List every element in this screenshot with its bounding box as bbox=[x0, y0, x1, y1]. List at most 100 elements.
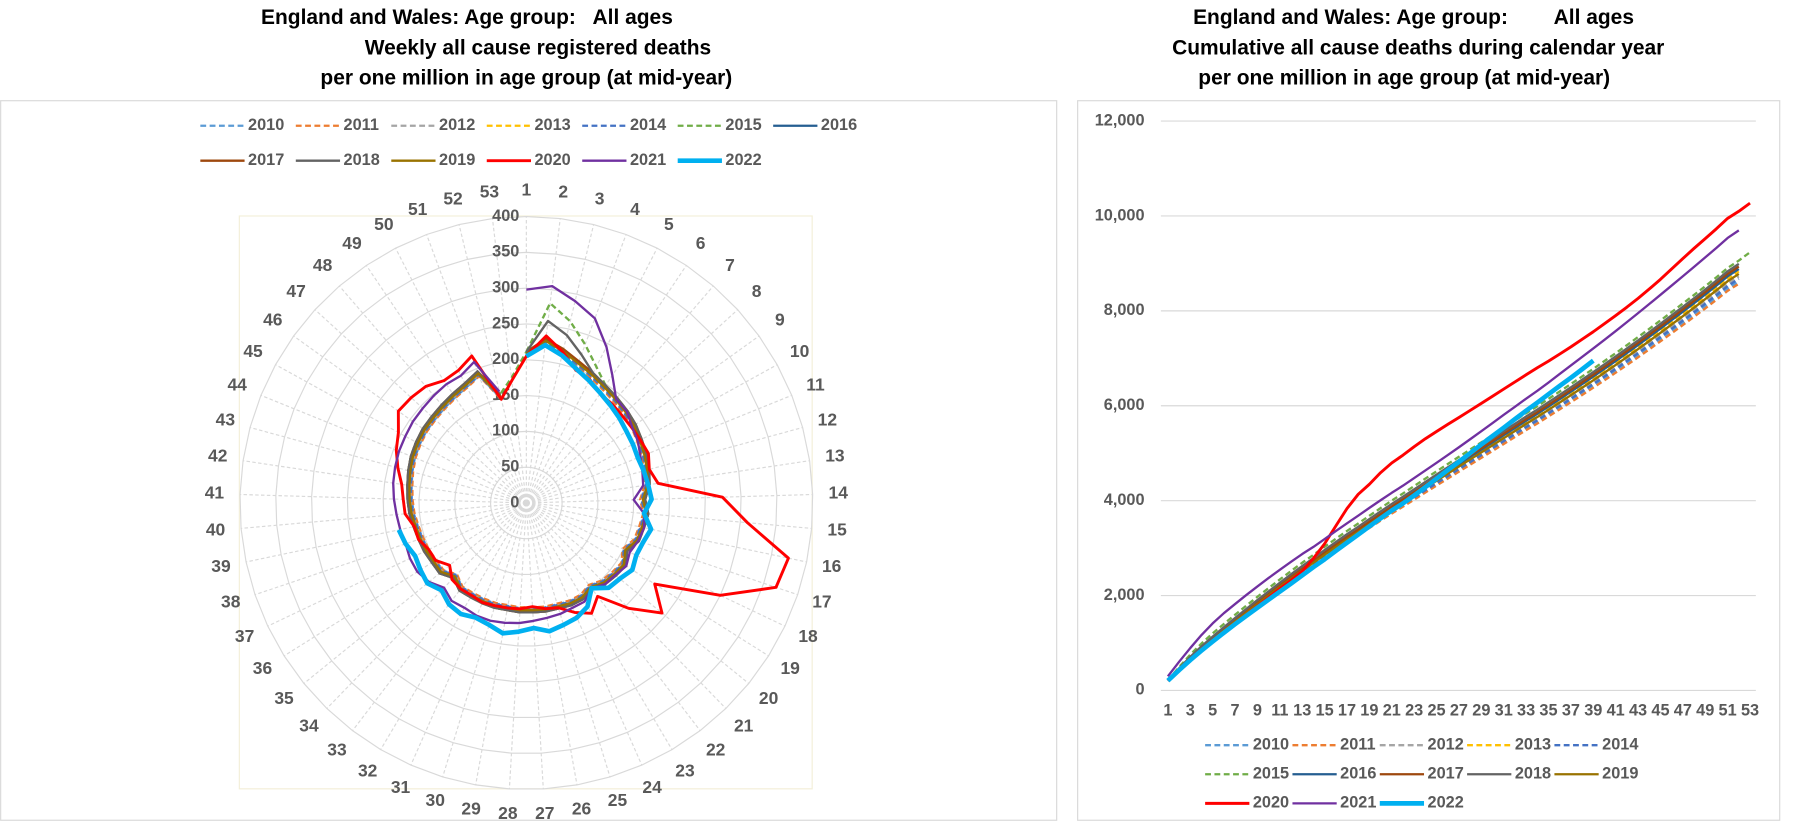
spoke bbox=[526, 502, 807, 563]
legend-label: 2014 bbox=[1602, 735, 1638, 753]
category-label: 37 bbox=[235, 626, 254, 646]
legend-label: 2015 bbox=[725, 116, 761, 134]
category-label: 15 bbox=[827, 519, 847, 539]
category-label: 51 bbox=[408, 199, 428, 219]
category-label: 49 bbox=[342, 233, 362, 253]
category-label: 10 bbox=[790, 341, 809, 361]
series-line bbox=[1166, 358, 1595, 683]
series-line bbox=[392, 284, 646, 625]
category-label: 50 bbox=[374, 214, 393, 234]
chart-title: Cumulative all cause deaths during calen… bbox=[1172, 36, 1664, 59]
category-label: 34 bbox=[299, 715, 319, 735]
r-tick-label: 400 bbox=[492, 207, 519, 225]
grid-line bbox=[489, 466, 563, 540]
x-tick-label: 49 bbox=[1696, 702, 1714, 720]
category-label: 2 bbox=[558, 182, 568, 202]
legend-label: 2013 bbox=[534, 116, 570, 134]
category-label: 52 bbox=[443, 188, 462, 208]
x-tick-label: 25 bbox=[1427, 702, 1445, 720]
r-tick-label: 250 bbox=[492, 314, 519, 332]
spoke bbox=[326, 502, 527, 709]
x-tick-label: 13 bbox=[1293, 702, 1311, 720]
legend-label: 2013 bbox=[1515, 735, 1551, 753]
series-line bbox=[394, 334, 790, 615]
x-tick-label: 41 bbox=[1607, 702, 1625, 720]
legend-label: 2018 bbox=[1515, 765, 1551, 783]
legend-label: 2022 bbox=[1428, 794, 1464, 812]
y-tick-label: 12,000 bbox=[1095, 111, 1145, 129]
category-label: 4 bbox=[630, 199, 640, 219]
grid-line bbox=[275, 251, 778, 754]
y-tick-label: 6,000 bbox=[1104, 396, 1145, 414]
y-tick-label: 0 bbox=[1136, 681, 1145, 699]
y-tick-label: 4,000 bbox=[1104, 491, 1145, 509]
legend-label: 2017 bbox=[1428, 765, 1464, 783]
category-label: 17 bbox=[812, 592, 831, 612]
category-label: 43 bbox=[216, 409, 236, 429]
legend-label: 2011 bbox=[1340, 735, 1375, 753]
category-label: 9 bbox=[775, 310, 785, 330]
legend-label: 2010 bbox=[1253, 735, 1289, 753]
legend-label: 2016 bbox=[1340, 765, 1376, 783]
x-tick-label: 37 bbox=[1562, 702, 1580, 720]
category-label: 5 bbox=[664, 214, 674, 234]
x-tick-label: 33 bbox=[1517, 702, 1535, 720]
x-tick-label: 15 bbox=[1316, 702, 1334, 720]
category-label: 46 bbox=[263, 310, 283, 330]
legend-label: 2019 bbox=[1602, 765, 1638, 783]
category-label: 29 bbox=[461, 799, 481, 819]
category-label: 38 bbox=[221, 592, 241, 612]
right-panel bbox=[1077, 100, 1781, 821]
category-label: 47 bbox=[286, 281, 305, 301]
series-line bbox=[406, 319, 651, 614]
series-line bbox=[1167, 272, 1740, 682]
category-label: 26 bbox=[572, 799, 592, 819]
category-label: 21 bbox=[734, 715, 754, 735]
category-label: 36 bbox=[253, 658, 273, 678]
x-tick-label: 5 bbox=[1208, 702, 1217, 720]
chart-title: per one million in age group (at mid-yea… bbox=[1198, 67, 1610, 90]
x-tick-label: 51 bbox=[1719, 702, 1737, 720]
spoke bbox=[525, 502, 727, 709]
category-label: 42 bbox=[208, 446, 227, 466]
x-tick-label: 21 bbox=[1383, 702, 1401, 720]
legend-label: 2012 bbox=[1428, 735, 1464, 753]
r-tick-label: 300 bbox=[492, 278, 519, 296]
x-tick-label: 7 bbox=[1231, 702, 1240, 720]
x-tick-label: 17 bbox=[1338, 702, 1356, 720]
legend-label: 2011 bbox=[344, 116, 379, 134]
category-label: 32 bbox=[358, 760, 377, 780]
x-tick-label: 23 bbox=[1405, 702, 1423, 720]
y-tick-label: 10,000 bbox=[1095, 206, 1145, 224]
category-label: 25 bbox=[608, 790, 628, 810]
category-label: 11 bbox=[806, 374, 825, 394]
r-tick-label: 50 bbox=[501, 457, 519, 475]
category-label: 6 bbox=[696, 233, 706, 253]
x-tick-label: 1 bbox=[1163, 702, 1172, 720]
grid-line bbox=[382, 359, 671, 647]
category-label: 41 bbox=[205, 482, 225, 502]
x-tick-label: 35 bbox=[1539, 702, 1557, 720]
x-tick-label: 47 bbox=[1674, 702, 1692, 720]
legend-label: 2020 bbox=[1253, 794, 1289, 812]
series-line bbox=[1166, 229, 1740, 678]
chart-title: per one million in age group (at mid-yea… bbox=[320, 67, 732, 90]
r-tick-label: 350 bbox=[492, 243, 519, 261]
left-panel bbox=[0, 100, 1058, 821]
x-tick-label: 11 bbox=[1271, 702, 1288, 720]
spoke bbox=[254, 502, 527, 596]
x-tick-label: 3 bbox=[1186, 702, 1195, 720]
category-label: 44 bbox=[227, 374, 247, 394]
legend-label: 2021 bbox=[630, 151, 666, 169]
y-tick-label: 8,000 bbox=[1104, 301, 1145, 319]
legend-label: 2014 bbox=[630, 116, 666, 134]
chart-title: England and Wales: Age group: All ages bbox=[261, 6, 673, 29]
x-tick-label: 45 bbox=[1651, 702, 1669, 720]
grid-line bbox=[346, 323, 706, 683]
chart-title: Weekly all cause registered deaths bbox=[365, 36, 711, 59]
r-tick-label: 100 bbox=[492, 422, 519, 440]
category-label: 28 bbox=[498, 803, 518, 822]
legend-label: 2017 bbox=[248, 151, 284, 169]
category-label: 1 bbox=[521, 180, 531, 200]
